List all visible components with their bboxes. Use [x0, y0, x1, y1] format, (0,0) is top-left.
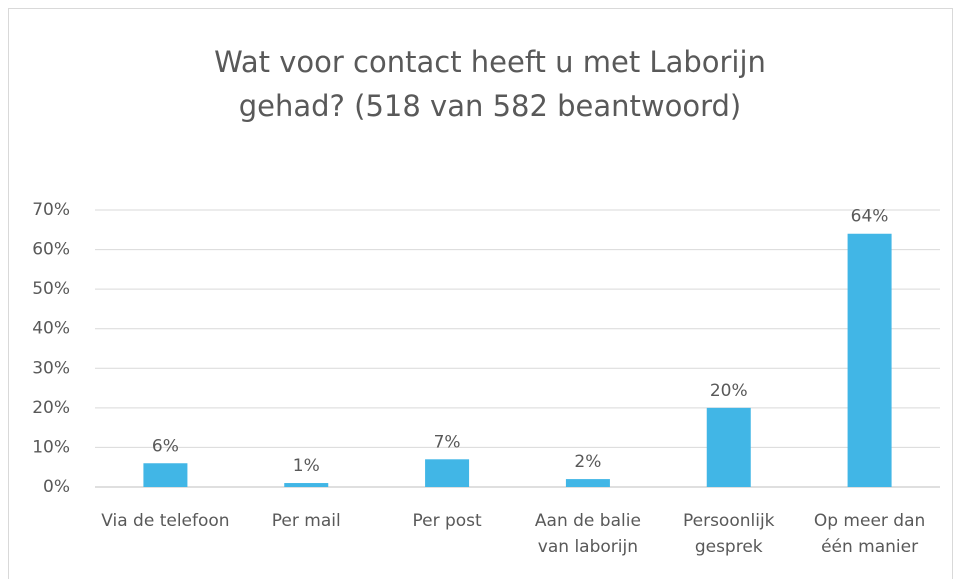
x-tick-label: Via de telefoon: [101, 511, 230, 531]
bar: [425, 459, 470, 487]
y-tick-label: 0%: [43, 477, 70, 497]
y-tick-label: 50%: [32, 279, 70, 299]
x-tick-label: Persoonlijk gesprek: [682, 511, 775, 557]
bar: [847, 233, 892, 487]
data-label: 2%: [574, 452, 601, 472]
y-tick-label: 20%: [32, 398, 70, 418]
data-label: 7%: [434, 432, 461, 452]
data-label: 64%: [851, 207, 889, 227]
data-label: 20%: [710, 381, 748, 401]
bar: [143, 463, 188, 487]
x-tick-label: Per mail: [271, 511, 341, 531]
x-tick-label: Aan de balie van laborijn: [534, 511, 641, 557]
x-tick-label: Per post: [412, 511, 482, 531]
y-tick-label: 30%: [32, 358, 70, 378]
chart-border: [8, 8, 953, 579]
bar: [706, 407, 751, 487]
y-tick-label: 70%: [32, 200, 70, 220]
bar: [284, 483, 329, 487]
data-label: 6%: [152, 436, 179, 456]
y-tick-label: 60%: [32, 240, 70, 260]
y-tick-label: 10%: [32, 437, 70, 457]
x-tick-label: Op meer dan één manier: [813, 511, 926, 557]
y-tick-label: 40%: [32, 319, 70, 339]
bar: [565, 479, 610, 487]
data-label: 1%: [293, 456, 320, 476]
chart-title: Wat voor contact heeft u met Laborijn ge…: [214, 45, 766, 123]
